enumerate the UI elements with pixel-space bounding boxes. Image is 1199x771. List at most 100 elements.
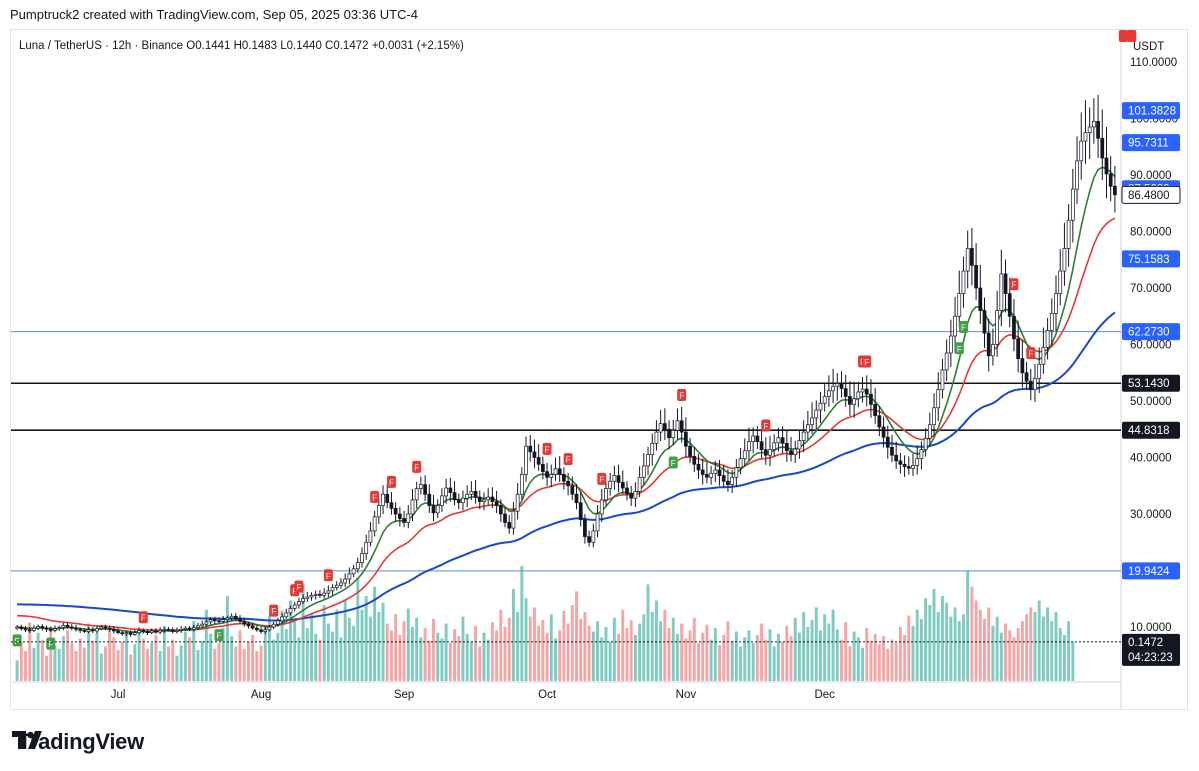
candle	[541, 456, 545, 480]
candle	[427, 484, 432, 513]
candle	[1033, 364, 1037, 403]
volume-bar	[764, 639, 768, 681]
volume-bar	[739, 646, 743, 681]
candle-body	[389, 502, 394, 509]
candle	[978, 264, 983, 325]
candle	[789, 436, 793, 462]
candle	[145, 629, 150, 636]
candle	[95, 625, 99, 634]
axis-label-text: 62.2730	[1128, 327, 1170, 339]
candle-body	[183, 627, 188, 630]
candle	[137, 627, 141, 635]
volume-bar	[722, 635, 726, 681]
candle-body	[1003, 273, 1008, 294]
candle	[402, 510, 406, 528]
volume-bar	[663, 609, 667, 681]
volume-bar	[953, 607, 957, 681]
candle-body	[107, 627, 112, 630]
candle	[40, 624, 45, 631]
candle	[545, 462, 549, 486]
volume-bar	[82, 647, 86, 681]
candle-body	[541, 463, 545, 472]
volume-bar	[545, 632, 549, 681]
candle-body	[36, 626, 40, 629]
candle	[170, 627, 175, 634]
candle	[763, 437, 768, 465]
volume-bar	[936, 612, 940, 681]
volume-bar	[1025, 614, 1029, 681]
candle	[44, 625, 49, 632]
volume-bar	[873, 633, 877, 681]
candle-body	[675, 420, 680, 431]
candle	[557, 456, 562, 482]
sell-signal-marker: F	[1009, 278, 1019, 291]
candle-body	[397, 513, 402, 519]
candle	[1012, 298, 1016, 352]
volume-bar	[230, 636, 234, 681]
volume-bar	[503, 626, 507, 681]
candle-body	[957, 293, 962, 317]
price-chart[interactable]: Luna / TetherUS · 12h · Binance O0.1441 …	[11, 30, 1187, 709]
volume-bar	[726, 621, 730, 681]
candle-body	[448, 487, 453, 493]
candle	[700, 458, 705, 485]
candle-body	[616, 475, 621, 483]
candle	[318, 590, 322, 599]
candle-body	[82, 630, 87, 632]
volume-bar	[53, 645, 57, 681]
candle-body	[74, 627, 78, 630]
candle-body	[381, 493, 385, 506]
axis-label-text: 101.3828	[1128, 106, 1176, 118]
volume-bar	[827, 623, 831, 681]
candle-body	[1083, 132, 1088, 142]
candle	[679, 406, 684, 443]
candle-body	[372, 516, 377, 532]
candle	[1045, 318, 1050, 360]
candle-body	[250, 625, 255, 629]
candle	[435, 499, 440, 518]
candle	[805, 411, 810, 440]
ema-slow-line	[17, 311, 1116, 622]
sell-signal-marker: F	[370, 490, 380, 503]
candle	[111, 626, 116, 634]
volume-bar	[385, 623, 389, 681]
volume-bar	[667, 628, 671, 681]
volume-bar	[1067, 621, 1071, 681]
volume-bar	[297, 637, 301, 681]
candle-body	[915, 458, 920, 466]
candle	[654, 420, 659, 451]
candle	[23, 626, 28, 633]
candle	[688, 437, 692, 464]
candle-body	[629, 493, 634, 499]
sell-signal-marker: F	[412, 460, 422, 473]
candle	[82, 628, 87, 634]
volume-bar	[675, 633, 679, 681]
volume-bar	[99, 653, 103, 681]
candle	[923, 428, 928, 457]
marker-glyph: F	[566, 456, 571, 465]
candle	[36, 624, 40, 631]
candle-body	[923, 437, 928, 450]
candle	[843, 374, 848, 407]
y-tick-label: 80.0000	[1130, 227, 1172, 239]
volume-bar	[928, 605, 932, 681]
candle	[397, 507, 402, 527]
volume-bar	[755, 635, 759, 681]
candle	[583, 513, 587, 544]
candle	[814, 400, 819, 430]
volume-bar	[638, 623, 642, 681]
candle	[1079, 112, 1084, 180]
volume-bar	[1041, 616, 1045, 681]
candle-body	[233, 615, 238, 619]
candle-body	[1096, 120, 1100, 139]
candle-body	[494, 501, 499, 506]
candle	[158, 627, 162, 635]
candle	[1083, 100, 1088, 164]
candle	[869, 378, 873, 418]
volume-bar	[646, 584, 650, 681]
volume-bar	[751, 643, 755, 681]
candle	[107, 625, 112, 632]
sell-signal-marker: F	[294, 580, 304, 593]
candle	[705, 462, 709, 484]
volume-bar	[570, 605, 574, 681]
